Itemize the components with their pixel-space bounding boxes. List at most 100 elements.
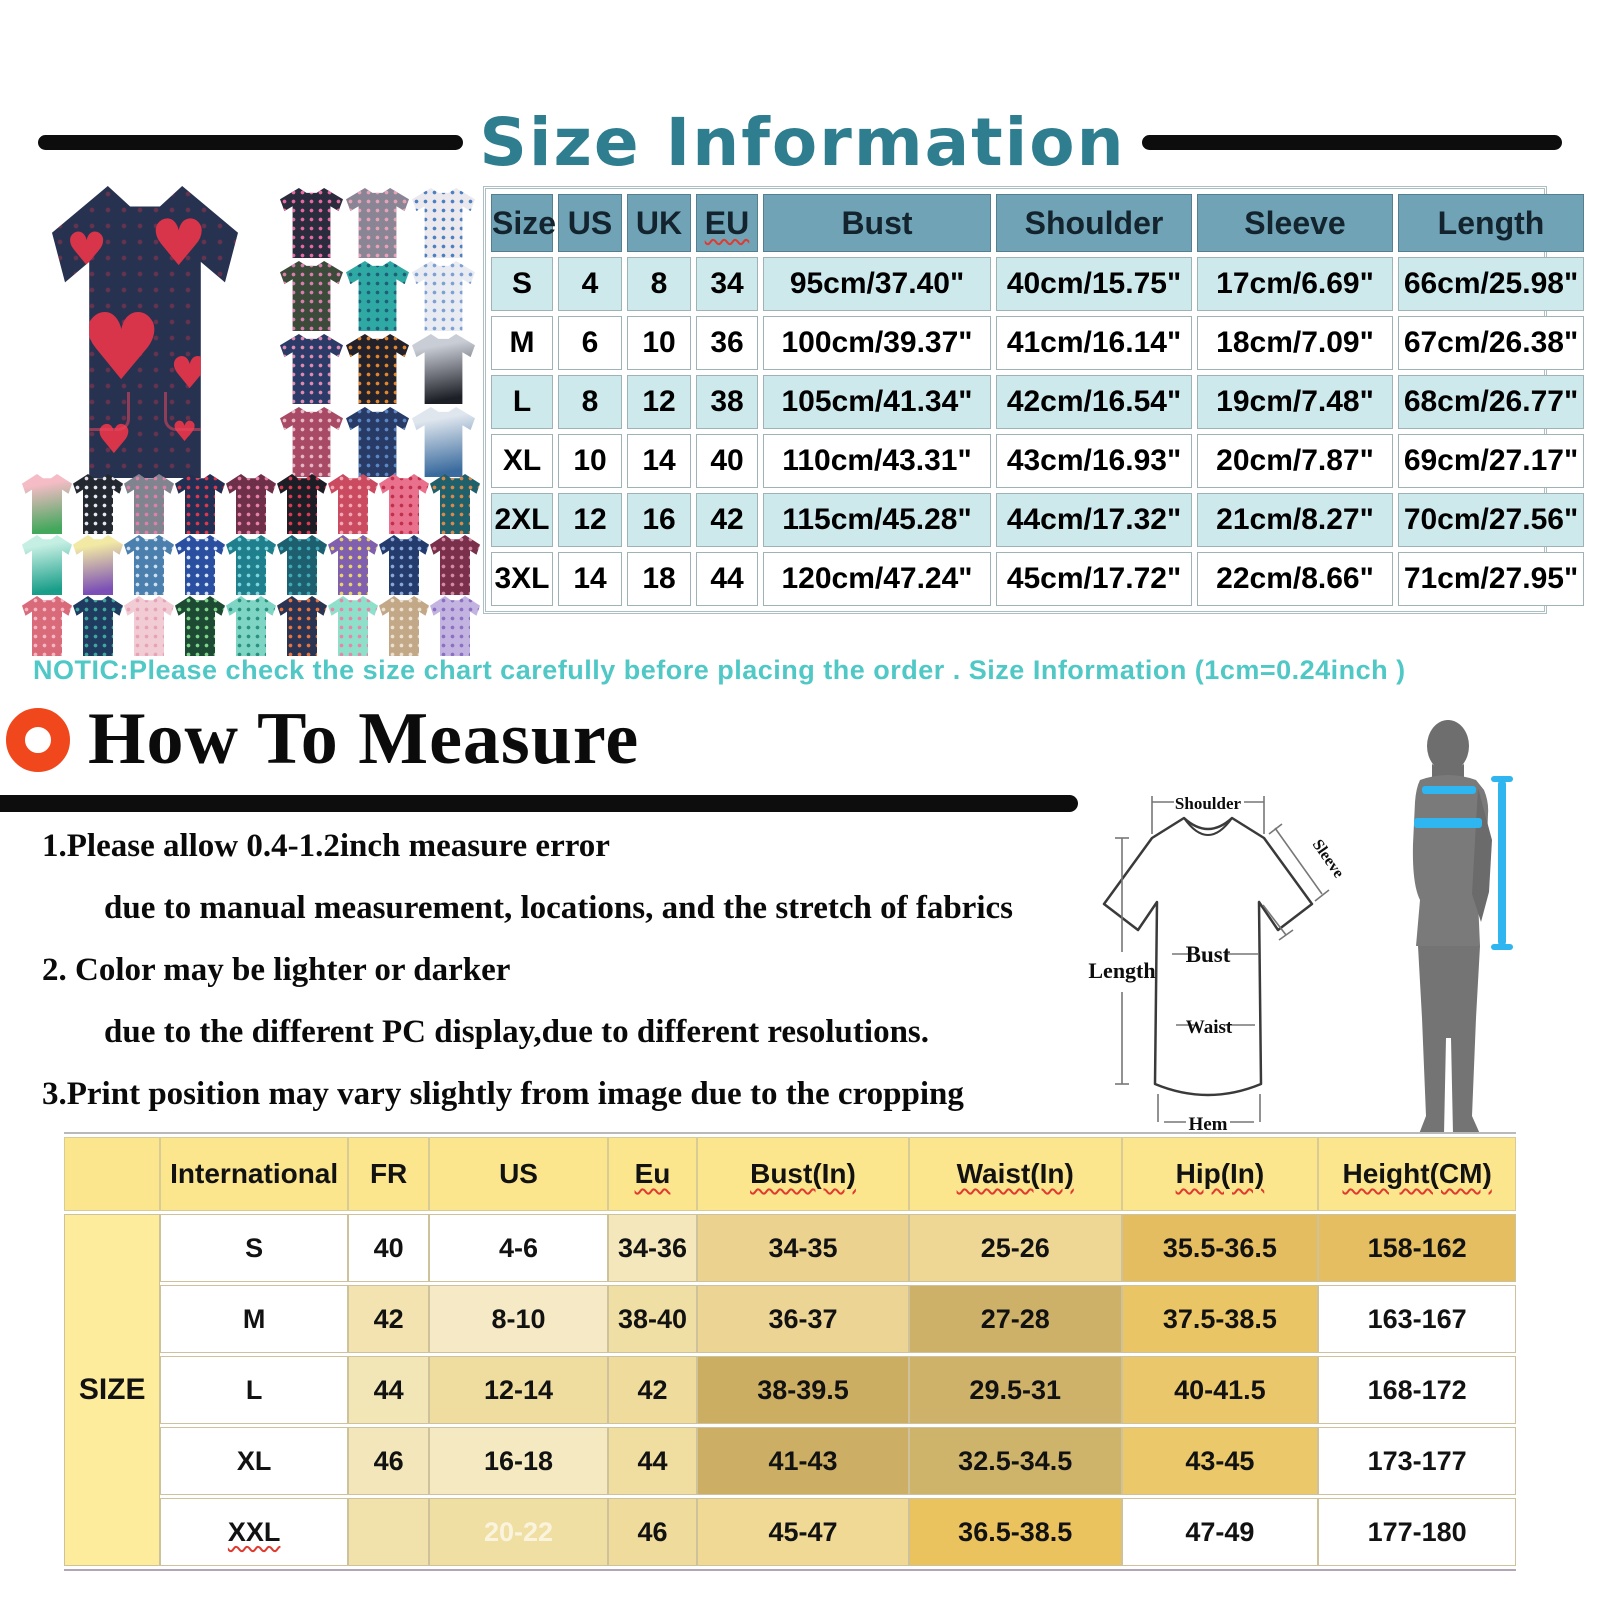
size-table-cell: 43cm/16.93" (996, 434, 1192, 488)
column-header: International (160, 1137, 348, 1211)
product-thumbnail (73, 474, 123, 534)
product-thumbnail (430, 535, 480, 595)
size-table-cell: 42cm/16.54" (996, 375, 1192, 429)
column-header: UK (627, 194, 691, 252)
size-table-row: 3XL 14 18 44 120cm/47.24" 45cm/17.72" 22cm/8.6… (491, 552, 1584, 606)
size-table-wrap: Size US UK EU Bust Shoulder Sleeve Length S 4 8 34 9… (483, 186, 1584, 614)
size-table-cell: 95cm/37.40" (763, 257, 991, 311)
measure-table-cell: 12-14 (429, 1356, 608, 1424)
column-header: US (429, 1137, 608, 1211)
size-table: Size US UK EU Bust Shoulder Sleeve Length S 4 8 34 9… (486, 189, 1589, 611)
product-thumbnail (379, 474, 429, 534)
label-bust: Bust (1186, 942, 1231, 967)
product-thumbnail (412, 188, 475, 258)
product-thumbnail (277, 596, 327, 656)
measure-table-cell: 45-47 (697, 1498, 909, 1566)
column-header: Sleeve (1197, 194, 1393, 252)
row-label: S (160, 1214, 348, 1282)
heart-print: ♥ (172, 415, 198, 448)
product-thumbnail (379, 596, 429, 656)
heart-print: ♥ (80, 294, 163, 401)
measure-table-row: XXL 20-22 46 45-47 36.5-38.5 47-49 177-180 (64, 1498, 1516, 1566)
product-thumbnail (328, 535, 378, 595)
column-header: Eu (607, 1137, 698, 1211)
measure-table-cell: 37.5-38.5 (1121, 1285, 1319, 1353)
measure-table: International FR US Eu Bust(In) Waist(In) Hip(… (64, 1134, 1516, 1569)
size-table-cell: 2XL (491, 493, 553, 547)
notice-text: NOTIC:Please check the size chart carefu… (33, 655, 1406, 685)
product-thumbnail (124, 596, 174, 656)
size-table-cell: 20cm/7.87" (1197, 434, 1393, 488)
row-label: L (160, 1356, 348, 1424)
product-thumbnail (346, 407, 409, 477)
measure-table-cell: 47-49 (1121, 1498, 1319, 1566)
measure-table-cell: 43-45 (1121, 1427, 1319, 1495)
measure-table-cell: 42 (607, 1356, 698, 1424)
measure-note-line: 1.Please allow 0.4-1.2inch measure error (42, 828, 610, 864)
label-shoulder: Shoulder (1175, 794, 1242, 813)
measure-table-row: SIZE S 40 4-6 34-36 34-35 25-26 35.5-36.5 158-16… (64, 1214, 1516, 1566)
measure-table-cell: 25-26 (908, 1214, 1122, 1282)
measure-table-cell: 8-10 (429, 1285, 608, 1353)
product-thumbnails-rack (22, 474, 480, 656)
product-thumbnail (280, 261, 343, 331)
column-header (64, 1137, 161, 1211)
how-to-measure-title: How To Measure (88, 698, 640, 780)
size-table-cell: 67cm/26.38" (1398, 316, 1584, 370)
size-table-cell: 21cm/8.27" (1197, 493, 1393, 547)
measure-table-cell: 173-177 (1318, 1427, 1516, 1495)
column-header: Hip(In) (1121, 1137, 1319, 1211)
column-header: FR (347, 1137, 430, 1211)
label-length: Length (1088, 958, 1155, 983)
measure-table-header-row: International FR US Eu Bust(In) Waist(In) Hip(… (64, 1137, 1516, 1211)
measure-table-cell: 168-172 (1318, 1356, 1516, 1424)
pocket (164, 392, 226, 431)
measure-table-cell: 46 (607, 1498, 698, 1566)
product-thumbnail (124, 474, 174, 534)
measure-table-cell: 40 (347, 1214, 430, 1282)
product-thumbnail (430, 596, 480, 656)
measure-table-cell: 32.5-34.5 (908, 1427, 1122, 1495)
measure-note-line: 3.Print position may vary slightly from … (42, 1076, 964, 1112)
measure-note-line: 2. Color may be lighter or darker (42, 952, 511, 988)
size-table-cell: 110cm/43.31" (763, 434, 991, 488)
measure-table-cell: 163-167 (1318, 1285, 1516, 1353)
size-table-cell: L (491, 375, 553, 429)
size-table-cell: 100cm/39.37" (763, 316, 991, 370)
measure-table-row: XL 46 16-18 44 41-43 32.5-34.5 43-45 173-177 (64, 1427, 1516, 1495)
measure-note-line: due to manual measurement, locations, an… (104, 890, 1013, 926)
column-header: Bust (763, 194, 991, 252)
product-thumbnail (22, 596, 72, 656)
measure-table-cell: 41-43 (697, 1427, 909, 1495)
product-thumbnail (175, 535, 225, 595)
silhouette-shape (1412, 720, 1492, 1134)
product-thumbnail (226, 474, 276, 534)
product-thumbnail (412, 407, 475, 477)
product-thumbnail (73, 596, 123, 656)
size-table-cell: 69cm/27.17" (1398, 434, 1584, 488)
size-table-cell: 66cm/25.98" (1398, 257, 1584, 311)
product-thumbnail (280, 407, 343, 477)
size-table-cell: 14 (627, 434, 691, 488)
size-table-cell: 8 (558, 375, 622, 429)
product-thumbnail (226, 535, 276, 595)
measure-table-cell: 36.5-38.5 (908, 1498, 1122, 1566)
product-thumbnail (280, 334, 343, 404)
size-table-cell: 10 (558, 434, 622, 488)
heart-print: ♥ (170, 348, 210, 399)
size-table-cell: 40 (696, 434, 758, 488)
label-sleeve: Sleeve (1309, 837, 1344, 882)
product-thumbnail (175, 474, 225, 534)
product-thumbnail (73, 535, 123, 595)
body-silhouette (1412, 720, 1513, 1134)
how-to-measure-heading-row: How To Measure (6, 697, 639, 782)
product-thumbnail (175, 596, 225, 656)
measure-table-cell: 36-37 (697, 1285, 909, 1353)
product-thumbnails-grid (280, 188, 475, 477)
measure-table-cell: 4-6 (429, 1214, 608, 1282)
measure-table-cell: 38-39.5 (697, 1356, 909, 1424)
size-table-cell: 105cm/41.34" (763, 375, 991, 429)
size-table-cell: 34 (696, 257, 758, 311)
measure-notes: 1.Please allow 0.4-1.2inch measure error… (42, 828, 1087, 1138)
